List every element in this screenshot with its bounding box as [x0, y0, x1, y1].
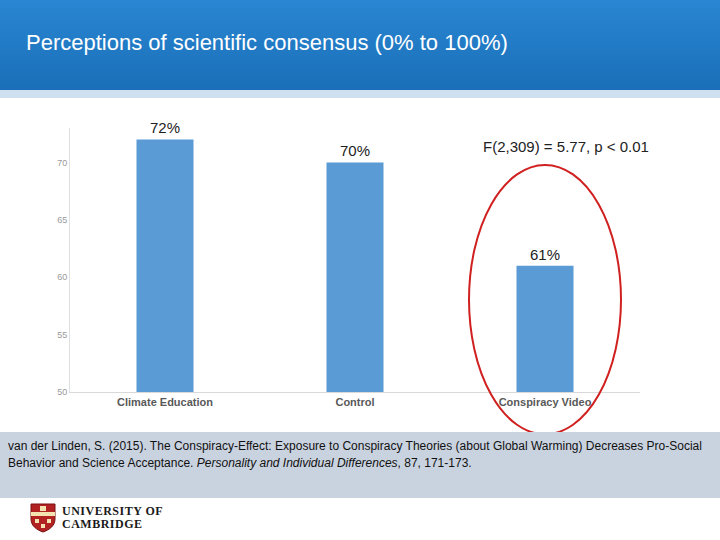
svg-text:61%: 61%: [530, 246, 560, 263]
svg-text:60: 60: [57, 272, 67, 282]
svg-text:70: 70: [57, 158, 67, 168]
html-text:CAMBRIDGE: CAMBRIDGE: [62, 517, 143, 531]
svg-text:70%: 70%: [340, 142, 370, 159]
svg-text:Conspiracy Video: Conspiracy Video: [499, 396, 592, 408]
svg-text:Climate Education: Climate Education: [117, 396, 213, 408]
svg-text:Control: Control: [335, 396, 374, 408]
svg-text:F(2,309) = 5.77, p < 0.01: F(2,309) = 5.77, p < 0.01: [483, 138, 649, 155]
svg-text:55: 55: [57, 330, 67, 340]
svg-text:50: 50: [57, 387, 67, 397]
svg-text:72%: 72%: [150, 119, 180, 136]
html-text:UNIVERSITY OF: UNIVERSITY OF: [62, 504, 164, 518]
svg-text:65: 65: [57, 215, 67, 225]
html-text:van der Linden, S. (2015). The: van der Linden, S. (2015). The Conspirac…: [8, 439, 702, 470]
html-text:Perceptions of scientific cons: Perceptions of scientific consensus (0% …: [26, 30, 508, 55]
